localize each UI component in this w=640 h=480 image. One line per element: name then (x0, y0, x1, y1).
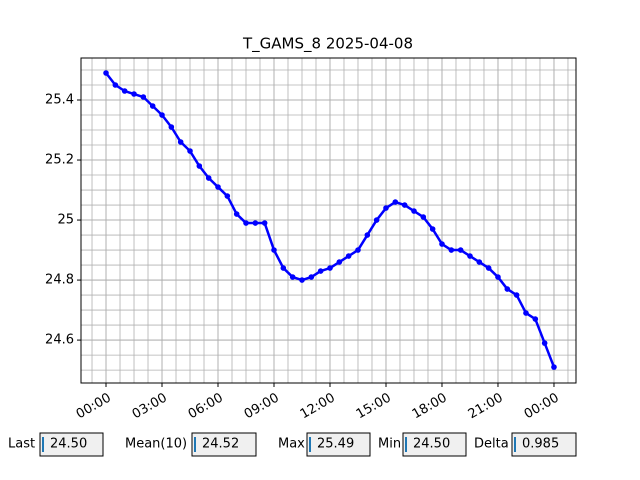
stat-value: 24.50 (413, 437, 450, 452)
data-point (121, 88, 128, 94)
data-point (523, 310, 529, 316)
data-point (551, 364, 557, 370)
data-point (383, 205, 389, 211)
y-tick-label: 24.8 (45, 273, 74, 288)
x-tick-label: 00:00 (74, 391, 114, 423)
x-tick-label: 09:00 (242, 391, 282, 423)
data-point (457, 247, 464, 253)
data-point (541, 340, 548, 346)
x-tick-label: 12:00 (298, 391, 338, 423)
data-point (271, 247, 277, 253)
data-point (420, 214, 427, 220)
data-point (233, 211, 240, 217)
data-point (373, 217, 380, 223)
stat-value: 24.52 (202, 437, 239, 452)
data-point (252, 220, 259, 226)
data-point (289, 274, 296, 280)
data-point (131, 91, 137, 97)
data-point (149, 103, 156, 109)
y-tick-label: 25.2 (45, 153, 74, 168)
data-point (336, 259, 343, 265)
chart-title: T_GAMS_8 2025-04-08 (242, 35, 413, 54)
stat-field[interactable] (402, 432, 467, 457)
data-point (364, 232, 371, 238)
data-point (243, 220, 249, 226)
data-point (411, 208, 417, 214)
data-point (392, 199, 399, 205)
stat-field[interactable] (306, 432, 371, 457)
x-tick-label: 18:00 (410, 391, 450, 423)
y-tick-label: 24.6 (45, 333, 74, 348)
data-point (532, 316, 539, 322)
data-point (205, 175, 212, 181)
stat-field[interactable] (511, 432, 577, 457)
stat-value: 24.50 (50, 437, 87, 452)
y-tick-label: 25 (57, 213, 74, 228)
data-point (504, 286, 511, 292)
data-point (429, 226, 436, 232)
x-tick-label: 03:00 (130, 391, 170, 423)
stat-value: 0.985 (522, 437, 559, 452)
data-point (439, 241, 445, 247)
data-point (187, 148, 193, 154)
stat-field[interactable] (39, 432, 104, 457)
data-point (401, 202, 408, 208)
stat-value: 25.49 (317, 437, 354, 452)
data-point (103, 70, 109, 76)
data-point (224, 193, 231, 199)
data-point (215, 184, 221, 190)
data-point (448, 247, 455, 253)
data-point (355, 247, 361, 253)
x-tick-label: 21:00 (466, 391, 506, 423)
data-point (280, 265, 287, 271)
data-point (177, 139, 184, 145)
plot-frame (80, 57, 577, 384)
data-point (495, 274, 501, 280)
data-point (345, 253, 352, 259)
data-point (327, 265, 333, 271)
y-tick-label: 25.4 (45, 93, 74, 108)
data-point (485, 265, 492, 271)
data-point (140, 94, 147, 100)
data-point (112, 82, 119, 88)
data-point (317, 268, 324, 274)
stat-label: Last (8, 437, 35, 452)
x-tick-label: 06:00 (186, 391, 226, 423)
data-point (159, 112, 165, 118)
data-point (168, 124, 175, 130)
stat-label: Mean(10) (125, 437, 187, 452)
x-tick-label: 00:00 (522, 391, 562, 423)
stat-field[interactable] (191, 432, 257, 457)
data-point (196, 163, 203, 169)
data-point (261, 220, 268, 226)
x-tick-label: 15:00 (354, 391, 394, 423)
data-point (308, 274, 315, 280)
data-point (476, 259, 483, 265)
stat-label: Min (378, 437, 401, 452)
data-point (467, 253, 473, 259)
data-point (513, 292, 520, 298)
data-point (299, 277, 305, 283)
stat-label: Max (278, 437, 305, 452)
stat-label: Delta (474, 437, 509, 452)
